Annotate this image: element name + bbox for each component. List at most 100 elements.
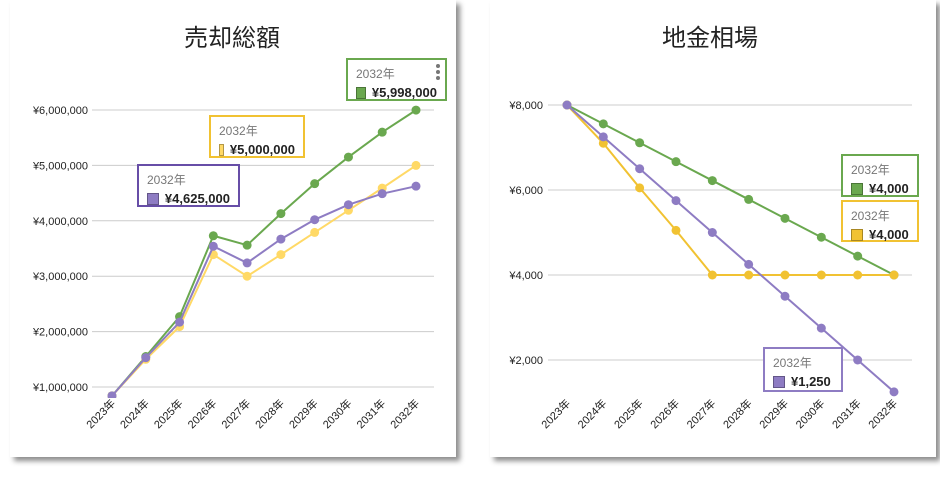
- series-line-2: [566, 104, 895, 393]
- tooltip-year: 2032年: [773, 356, 812, 370]
- y-tick-label: ¥5,000,000: [32, 160, 88, 172]
- data-point: [242, 271, 252, 281]
- x-tick-label: 2028年: [720, 396, 755, 431]
- data-point: [889, 387, 899, 397]
- tooltip-purple-right: 2032年 ¥1,250: [763, 347, 843, 392]
- x-tick-label: 2025年: [151, 396, 186, 431]
- tooltip-purple-left: 2032年 ¥4,625,000: [137, 164, 240, 207]
- x-tick-label: 2023年: [83, 396, 118, 431]
- data-point: [208, 241, 218, 251]
- x-tick-label: 2032年: [387, 396, 422, 431]
- data-point: [208, 231, 218, 241]
- data-point: [635, 183, 645, 193]
- data-point: [175, 317, 185, 327]
- tooltip-year: 2032年: [356, 67, 395, 81]
- chart-title-left: 売却総額: [184, 25, 280, 52]
- data-point: [411, 181, 421, 191]
- data-point: [411, 160, 421, 170]
- legend-swatch-icon: [356, 86, 366, 99]
- x-tick-label: 2030年: [792, 396, 827, 431]
- plot-area: [562, 100, 899, 397]
- data-point: [377, 127, 387, 137]
- data-point: [562, 100, 572, 110]
- data-point: [889, 270, 899, 280]
- x-tick-label: 2030年: [320, 396, 355, 431]
- legend-swatch-icon: [147, 192, 159, 205]
- data-point: [310, 215, 320, 225]
- data-point: [276, 250, 286, 260]
- tooltip-value: ¥4,000: [869, 227, 909, 242]
- data-point: [141, 353, 151, 363]
- x-tick-label: 2024年: [117, 396, 152, 431]
- x-tick-label: 2029年: [286, 396, 321, 431]
- data-point: [635, 164, 645, 174]
- data-point: [598, 132, 608, 142]
- tooltip-value: ¥5,998,000: [371, 85, 437, 100]
- tooltip-value: ¥4,625,000: [164, 191, 230, 206]
- legend-swatch-icon: [219, 143, 224, 156]
- data-point: [242, 240, 252, 250]
- x-tick-label: 2023年: [538, 396, 573, 431]
- x-tick-label: 2028年: [252, 396, 287, 431]
- data-point: [343, 200, 353, 210]
- y-tick-label: ¥2,000,000: [32, 327, 88, 339]
- more-vert-icon[interactable]: [436, 64, 440, 82]
- data-point: [744, 194, 754, 204]
- data-point: [707, 176, 717, 186]
- data-point: [377, 189, 387, 199]
- y-tick-label: ¥1,000,000: [32, 382, 88, 394]
- data-point: [411, 105, 421, 115]
- data-point: [816, 270, 826, 280]
- legend-swatch-icon: [851, 182, 863, 195]
- chart-title-right: 地金相場: [662, 25, 758, 52]
- y-tick-label: ¥2,000: [508, 355, 543, 367]
- data-point: [343, 152, 353, 162]
- tooltip-year: 2032年: [219, 124, 258, 138]
- series-line-0: [111, 109, 417, 397]
- x-tick-label: 2025年: [611, 396, 646, 431]
- x-tick-label: 2024年: [574, 396, 609, 431]
- data-point: [780, 213, 790, 223]
- x-tick-label: 2031年: [829, 396, 864, 431]
- x-tick-label: 2029年: [756, 396, 791, 431]
- data-point: [744, 259, 754, 269]
- data-point: [707, 270, 717, 280]
- series-line-1: [566, 104, 894, 276]
- y-tick-label: ¥8,000: [508, 100, 543, 112]
- series-line-2: [111, 185, 417, 397]
- tooltip-year: 2032年: [851, 163, 890, 177]
- x-tick-label: 2031年: [353, 396, 388, 431]
- data-point: [780, 291, 790, 301]
- tooltip-year: 2032年: [147, 173, 186, 187]
- legend-swatch-icon: [773, 375, 785, 388]
- data-point: [276, 234, 286, 244]
- data-point: [671, 225, 681, 235]
- plot-area: [107, 105, 421, 398]
- legend-swatch-icon: [851, 228, 863, 241]
- tooltip-value: ¥4,000: [869, 181, 909, 196]
- x-tick-label: 2026年: [647, 396, 682, 431]
- data-point: [816, 323, 826, 333]
- data-point: [276, 209, 286, 219]
- data-point: [107, 391, 117, 398]
- y-tick-label: ¥6,000: [508, 185, 543, 197]
- x-tick-label: 2027年: [218, 396, 253, 431]
- x-tick-label: 2026年: [184, 396, 219, 431]
- y-tick-label: ¥6,000,000: [32, 105, 88, 117]
- tooltip-yellow-right: 2032年 ¥4,000: [841, 200, 919, 242]
- data-point: [598, 138, 608, 148]
- tooltip-yellow-left: 2032年 ¥5,000,000: [209, 115, 305, 158]
- data-point: [598, 119, 608, 129]
- series-line-0: [566, 104, 895, 276]
- data-point: [816, 232, 826, 242]
- data-point: [671, 157, 681, 167]
- x-tick-label: 2032年: [865, 396, 900, 431]
- data-point: [853, 355, 863, 365]
- data-point: [310, 227, 320, 237]
- y-tick-label: ¥4,000: [508, 270, 543, 282]
- tooltip-year: 2032年: [851, 209, 890, 223]
- y-tick-label: ¥4,000,000: [32, 216, 88, 228]
- data-point: [707, 228, 717, 237]
